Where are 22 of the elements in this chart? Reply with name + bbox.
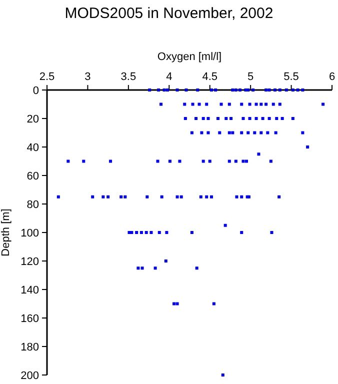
y-axis-title: Depth [m] [0, 208, 12, 256]
y-tick-label: 0 [32, 85, 39, 97]
y-tick-label: 40 [26, 142, 39, 154]
x-tick-label: 3.5 [120, 71, 136, 83]
x-tick-label: 4.5 [202, 71, 218, 83]
x-tick-label: 3 [84, 71, 91, 83]
x-axis-title: Oxygen [ml/l] [157, 51, 222, 63]
y-tick-label: 60 [26, 170, 39, 182]
y-tick-label: 180 [20, 342, 39, 354]
x-tick-label: 4 [166, 71, 172, 83]
y-tick-label: 160 [20, 313, 39, 325]
y-tick-label: 200 [20, 370, 39, 382]
y-tick-label: 20 [26, 114, 39, 126]
x-tick-label: 5.5 [284, 71, 299, 83]
y-tick-label: 100 [20, 228, 39, 240]
chart-title: MODS2005 in November, 2002 [64, 5, 274, 22]
x-tick-label: 6 [328, 71, 336, 83]
x-tick-label: 5 [248, 71, 254, 83]
x-tick-label: 2.5 [39, 71, 55, 83]
y-tick-label: 140 [20, 284, 39, 296]
y-tick-label: 120 [20, 256, 39, 268]
y-tick-label: 80 [26, 199, 39, 211]
